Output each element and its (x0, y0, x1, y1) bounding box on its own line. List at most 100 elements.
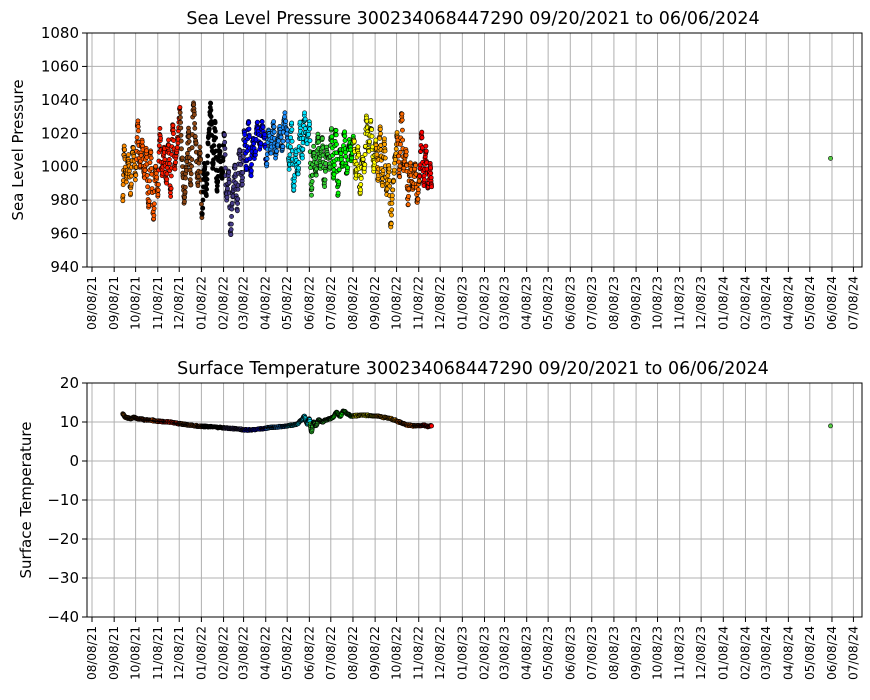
x-tick-label: 01/08/24 (716, 276, 730, 330)
data-point (287, 144, 293, 150)
data-point (302, 116, 308, 122)
y-tick-label: 980 (50, 191, 79, 209)
data-point (133, 172, 139, 178)
data-point (208, 114, 214, 120)
x-tick-label: 12/08/23 (694, 626, 708, 680)
data-point (192, 134, 198, 139)
data-point (234, 208, 240, 214)
data-point (155, 187, 161, 193)
data-point (188, 182, 194, 188)
data-point (192, 125, 198, 131)
y-axis-label: Sea Level Pressure (9, 79, 27, 220)
data-point (280, 138, 286, 144)
data-point (286, 166, 292, 172)
data-point (189, 145, 195, 151)
data-point (307, 138, 313, 144)
data-point (309, 185, 315, 191)
data-point (260, 124, 266, 130)
data-point (148, 155, 154, 161)
x-tick-label: 06/08/23 (563, 626, 577, 680)
x-tick-label: 07/08/23 (585, 626, 599, 680)
data-point (228, 227, 234, 232)
data-point (828, 423, 833, 429)
data-point (323, 168, 328, 174)
data-point (419, 135, 425, 141)
x-tick-label: 12/08/22 (433, 276, 447, 330)
data-point (311, 143, 317, 149)
data-point (208, 107, 214, 113)
data-point (151, 206, 157, 211)
data-point (313, 172, 319, 178)
data-point (134, 135, 140, 140)
x-tick-label: 06/08/24 (825, 626, 839, 680)
data-point (228, 221, 234, 227)
surface-temperature-chart: Surface Temperature 300234068447290 09/2… (17, 359, 863, 680)
x-ticks: 08/08/21 09/08/21 10/08/21 11/08/21 12/08/21… (85, 617, 860, 680)
chart-title: Sea Level Pressure 300234068447290 09/20… (186, 9, 759, 29)
data-point (238, 162, 244, 167)
x-tick-label: 03/08/24 (759, 276, 773, 330)
data-point (333, 127, 339, 133)
data-point (178, 132, 184, 138)
data-point (183, 175, 188, 181)
data-point (399, 117, 405, 123)
data-point (191, 112, 197, 118)
x-tick-label: 02/08/23 (478, 276, 492, 330)
x-tick-label: 04/08/23 (520, 276, 534, 330)
x-tick-label: 02/08/22 (217, 626, 231, 680)
data-point (296, 165, 301, 171)
data-point (416, 178, 422, 184)
data-point (229, 206, 235, 212)
data-point (406, 193, 411, 199)
data-point (197, 144, 203, 150)
data-point (147, 160, 153, 165)
x-tick-label: 11/08/21 (151, 626, 165, 680)
y-tick-label: 0 (69, 452, 79, 470)
data-point (323, 161, 329, 166)
data-point (264, 161, 270, 167)
data-point (182, 189, 188, 195)
y-tick-label: −40 (47, 608, 79, 626)
data-point (235, 186, 241, 192)
data-point (382, 141, 388, 147)
data-points (120, 100, 833, 238)
y-tick-label: 1020 (41, 124, 79, 142)
x-tick-label: 04/08/24 (781, 276, 795, 330)
data-point (391, 167, 397, 173)
data-point (289, 127, 295, 133)
data-point (240, 154, 246, 159)
data-point (155, 192, 161, 198)
data-point (171, 138, 177, 143)
y-tick-label: 1060 (41, 57, 79, 75)
x-tick-label: 11/08/23 (673, 276, 687, 330)
data-point (171, 131, 176, 137)
data-point (355, 144, 361, 150)
data-point (240, 170, 246, 176)
data-point (358, 187, 363, 193)
data-point (287, 152, 293, 158)
data-point (235, 201, 240, 206)
data-point (389, 212, 394, 218)
data-point (403, 149, 409, 155)
x-tick-label: 01/08/22 (194, 626, 208, 680)
x-tick-label: 12/08/23 (694, 276, 708, 330)
y-tick-label: 1080 (41, 24, 79, 42)
x-ticks: 08/08/21 09/08/21 10/08/21 11/08/21 12/08/21… (85, 267, 860, 330)
data-point (351, 138, 357, 144)
data-point (415, 196, 421, 202)
data-point (397, 149, 403, 155)
data-point (168, 173, 174, 179)
data-point (382, 136, 387, 142)
data-point (387, 183, 392, 189)
data-point (369, 127, 375, 132)
data-point (199, 211, 205, 217)
data-point (367, 139, 372, 145)
data-point (309, 192, 314, 198)
data-point (400, 127, 405, 133)
x-tick-label: 09/08/23 (629, 626, 643, 680)
x-tick-label: 03/08/23 (498, 626, 512, 680)
x-tick-label: 05/08/23 (541, 276, 555, 330)
data-point (295, 171, 301, 177)
data-point (192, 121, 197, 126)
x-tick-label: 12/08/21 (172, 276, 186, 330)
